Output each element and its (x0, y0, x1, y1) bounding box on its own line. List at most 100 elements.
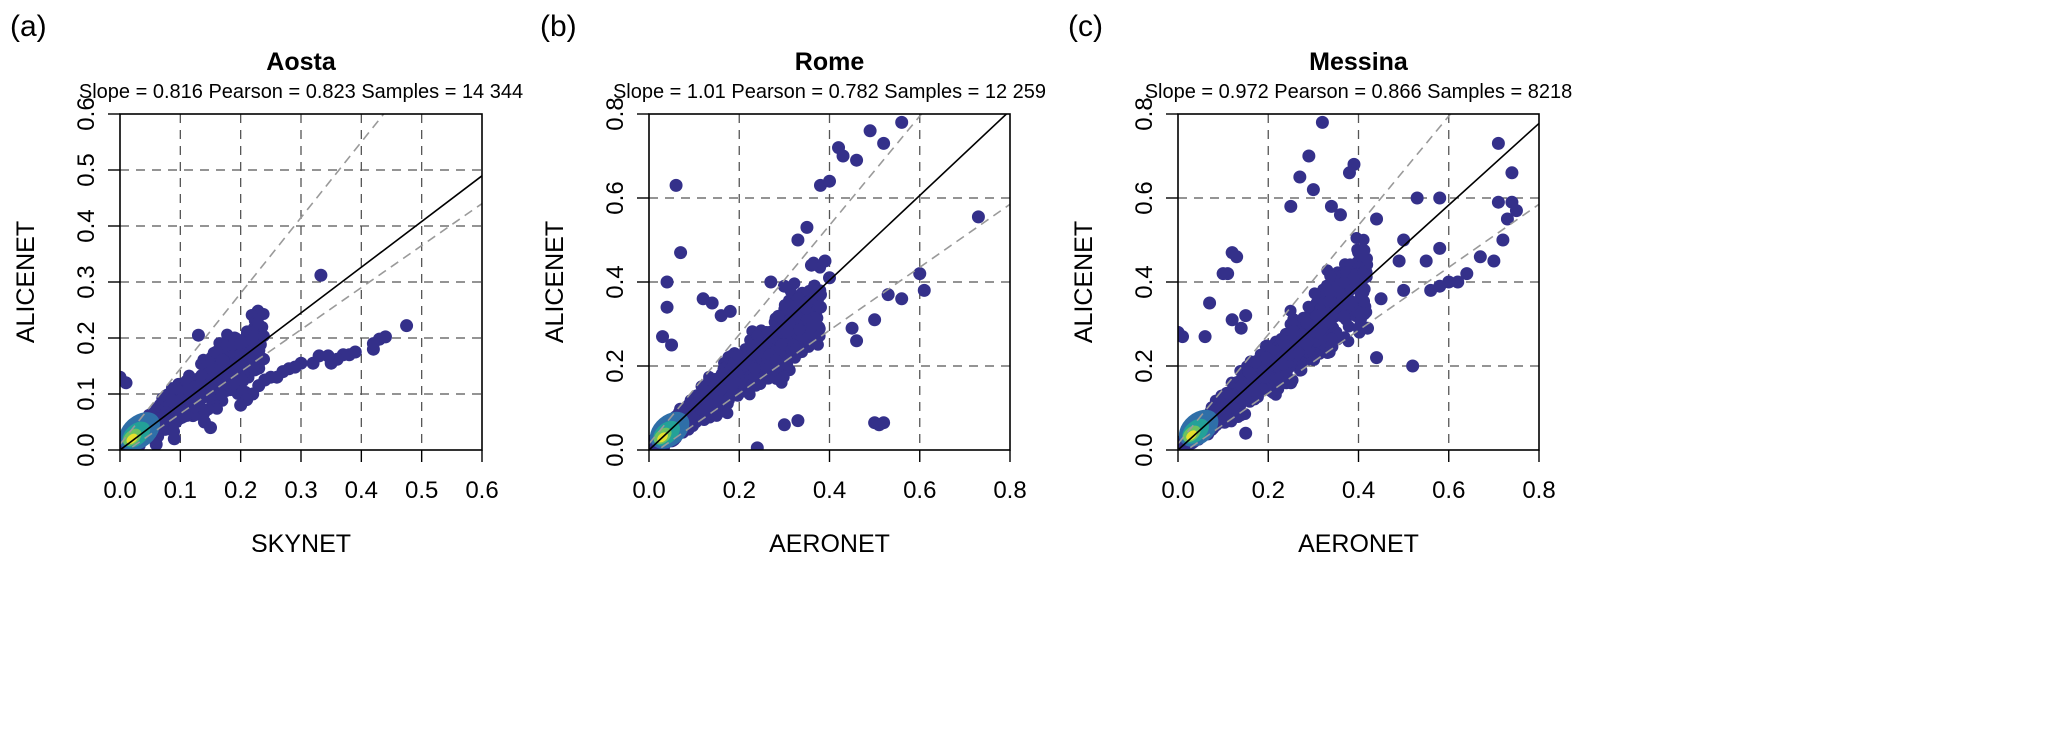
data-point (252, 316, 265, 329)
x-tick-label: 0.0 (632, 477, 665, 504)
data-point (188, 400, 201, 413)
data-point (777, 279, 791, 293)
data-point (215, 389, 228, 402)
data-point (248, 329, 261, 342)
x-tick-label: 0.3 (284, 477, 317, 504)
data-point (1496, 233, 1510, 247)
data-point (1308, 353, 1321, 366)
fit-line (120, 175, 482, 450)
data-point (698, 384, 711, 397)
y-axis-label: ALICENET (1070, 221, 1098, 343)
data-point (234, 337, 248, 351)
data-point (1234, 321, 1248, 335)
data-point (1220, 386, 1233, 399)
data-point (1392, 254, 1406, 268)
x-axis-label: AERONET (769, 530, 890, 558)
data-point (1505, 195, 1519, 209)
data-point (804, 258, 818, 272)
data-point (1277, 358, 1290, 371)
data-point (1242, 366, 1255, 379)
data-point (850, 153, 864, 167)
data-point (1406, 359, 1420, 373)
y-tick-label: 0.5 (73, 153, 100, 186)
data-point (895, 115, 909, 129)
data-point (1308, 287, 1321, 300)
data-point (1251, 388, 1264, 401)
scatter-panel-3: (c) Messina Slope = 0.972 Pearson = 0.866 … (1068, 10, 1573, 558)
data-point (1500, 212, 1514, 226)
data-point (1233, 391, 1246, 404)
data-point (1293, 170, 1307, 184)
data-point (863, 124, 877, 138)
y-tick-label: 0.0 (1131, 433, 1158, 466)
x-tick-label: 0.2 (224, 477, 257, 504)
data-point (1302, 149, 1316, 163)
data-point (234, 348, 248, 362)
y-tick-label: 0.2 (73, 321, 100, 354)
data-point (877, 136, 891, 150)
data-point (793, 323, 806, 336)
data-point (1315, 308, 1328, 321)
data-point (1374, 292, 1388, 306)
y-tick-label: 0.0 (73, 433, 100, 466)
y-tick-label: 0.6 (602, 181, 629, 214)
data-point (1347, 271, 1360, 284)
x-tick-label: 0.0 (1161, 477, 1194, 504)
data-point (1491, 136, 1505, 150)
data-point (850, 334, 864, 348)
data-point (823, 174, 836, 188)
y-axis-label: ALICENET (12, 221, 40, 343)
data-point (1491, 195, 1505, 209)
data-point (669, 178, 683, 192)
data-point (1333, 208, 1347, 222)
data-point (788, 277, 801, 290)
x-tick-label: 0.4 (345, 477, 378, 504)
data-point (772, 309, 785, 322)
data-point (714, 383, 727, 396)
panel-subtitle: Slope = 0.972 Pearson = 0.866 Samples = … (1145, 81, 1573, 103)
data-point (1235, 409, 1248, 422)
data-point (120, 376, 133, 390)
data-point (1178, 330, 1190, 344)
data-point (791, 414, 805, 428)
data-point (754, 377, 767, 390)
panel-label: (a) (10, 10, 47, 43)
data-point (913, 267, 927, 281)
panel-label: (c) (1068, 10, 1103, 43)
data-point (1433, 191, 1447, 205)
data-point (1342, 335, 1355, 348)
data-point (181, 383, 194, 396)
plot-area (649, 114, 1010, 450)
data-point (698, 413, 711, 426)
data-point (191, 328, 205, 342)
data-point (306, 356, 320, 370)
data-point (321, 349, 335, 363)
guide-line (656, 203, 1010, 450)
x-tick-label: 0.8 (993, 477, 1026, 504)
y-tick-label: 0.4 (602, 265, 629, 298)
data-point (748, 362, 761, 375)
data-point (1198, 330, 1212, 344)
x-axis-label: AERONET (1298, 530, 1419, 558)
data-point (674, 246, 688, 260)
data-point (1260, 351, 1273, 364)
data-point (1221, 267, 1235, 281)
data-point (1225, 313, 1239, 327)
data-point (1342, 296, 1356, 310)
data-point (1230, 250, 1244, 264)
data-point (1370, 351, 1384, 365)
x-tick-label: 0.2 (1252, 477, 1285, 504)
data-point (721, 407, 734, 420)
data-point (1397, 283, 1411, 297)
density-core (126, 433, 138, 445)
x-tick-label: 0.6 (1432, 477, 1465, 504)
data-point (791, 233, 805, 247)
panel-title: Rome (795, 48, 865, 76)
density-core (1186, 430, 1197, 441)
data-point (1419, 254, 1433, 268)
data-point (1342, 166, 1356, 180)
y-tick-label: 0.4 (73, 209, 100, 242)
data-point (1487, 254, 1501, 268)
data-point (813, 288, 827, 302)
